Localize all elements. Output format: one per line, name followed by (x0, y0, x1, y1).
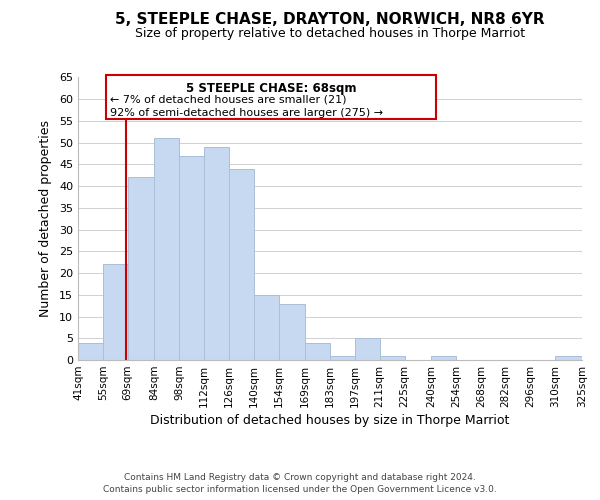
Bar (128, 178, 154, 360)
Y-axis label: Number of detached properties: Number of detached properties (39, 120, 52, 318)
Bar (380, 356, 404, 360)
Bar (106, 76, 436, 119)
Bar (229, 169, 254, 360)
Bar (556, 356, 582, 360)
Bar (330, 356, 355, 360)
Text: 5, STEEPLE CHASE, DRAYTON, NORWICH, NR8 6YR: 5, STEEPLE CHASE, DRAYTON, NORWICH, NR8 … (115, 12, 545, 28)
Text: 5 STEEPLE CHASE: 68sqm: 5 STEEPLE CHASE: 68sqm (186, 82, 356, 95)
Bar (355, 338, 380, 360)
Text: ← 7% of detached houses are smaller (21): ← 7% of detached houses are smaller (21) (110, 95, 346, 105)
Bar (305, 342, 330, 360)
Text: Size of property relative to detached houses in Thorpe Marriot: Size of property relative to detached ho… (135, 28, 525, 40)
Bar (179, 156, 204, 360)
Bar (78, 342, 103, 360)
Bar (254, 295, 278, 360)
Text: 92% of semi-detached houses are larger (275) →: 92% of semi-detached houses are larger (… (110, 108, 383, 118)
Bar (103, 264, 128, 360)
Bar (204, 147, 229, 360)
Text: Contains HM Land Registry data © Crown copyright and database right 2024.: Contains HM Land Registry data © Crown c… (124, 472, 476, 482)
Bar (278, 304, 305, 360)
X-axis label: Distribution of detached houses by size in Thorpe Marriot: Distribution of detached houses by size … (151, 414, 509, 427)
Bar (431, 356, 456, 360)
Text: Contains public sector information licensed under the Open Government Licence v3: Contains public sector information licen… (103, 485, 497, 494)
Bar (154, 138, 179, 360)
